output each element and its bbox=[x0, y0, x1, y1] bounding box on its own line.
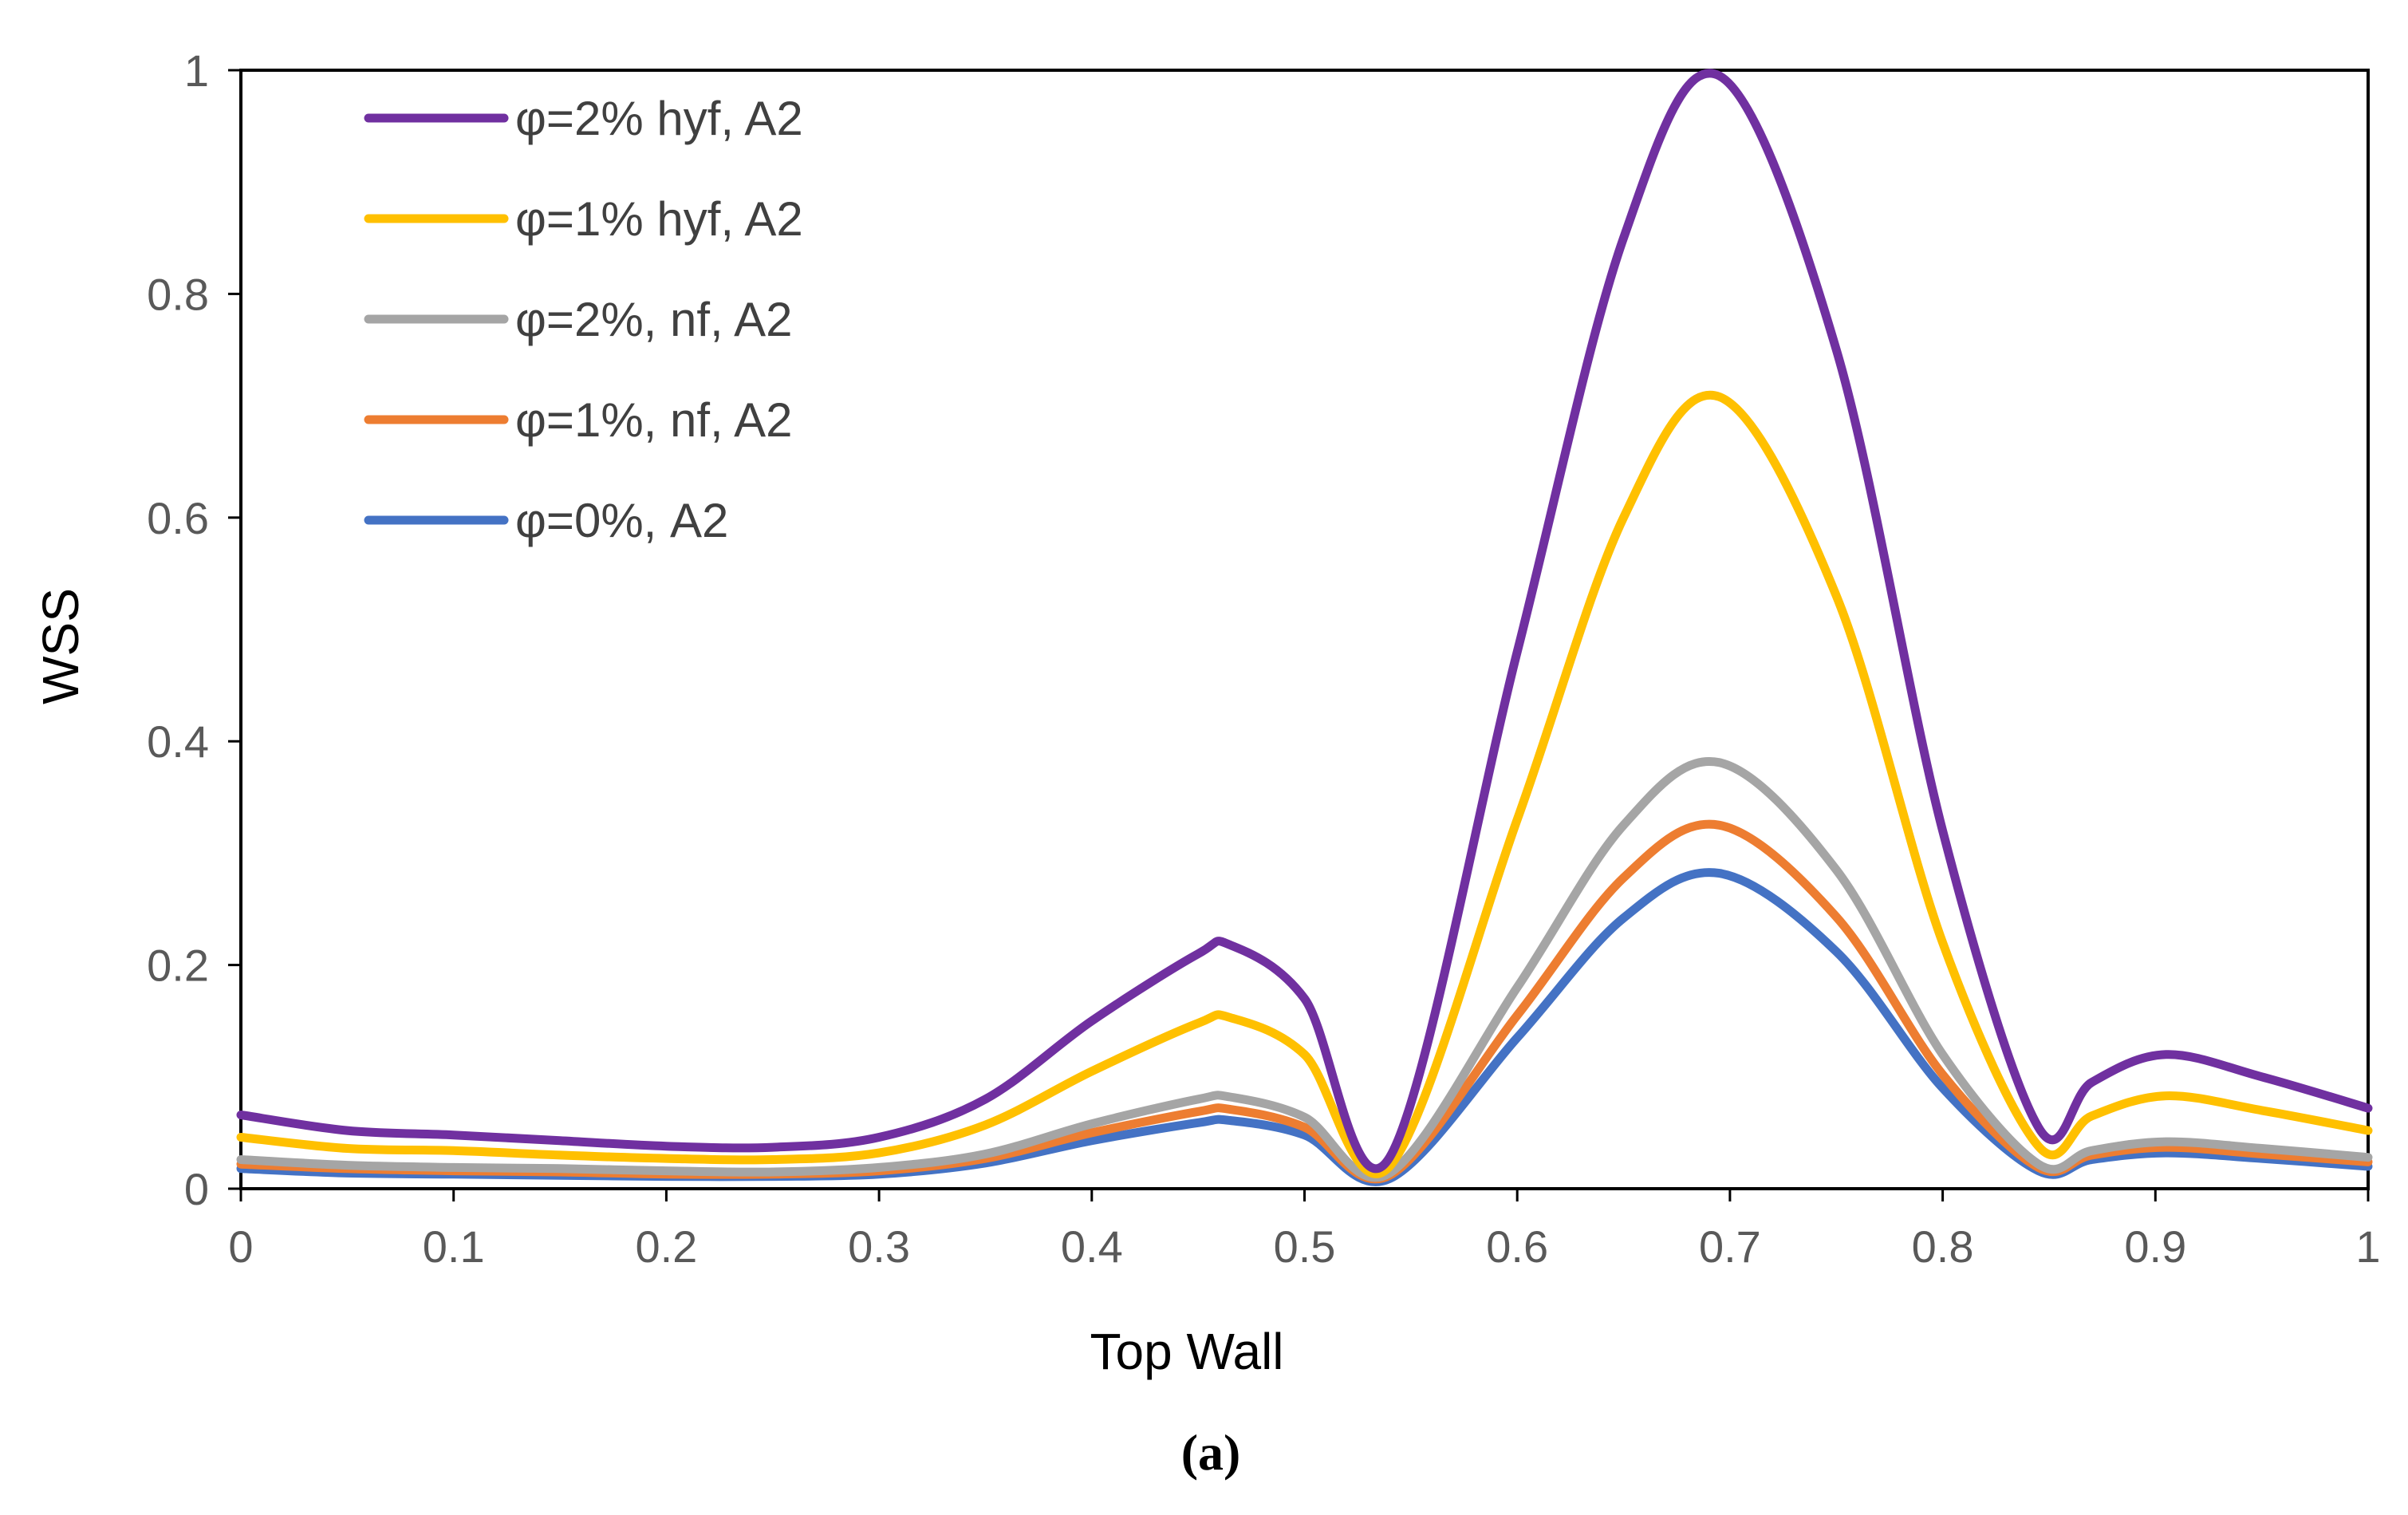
y-tick-label: 0.6 bbox=[147, 493, 209, 543]
legend: φ=2% hyf, A2 φ=1% hyf, A2 φ=2%, nf, A2 φ=1%… bbox=[364, 92, 803, 547]
series-line-2 bbox=[236, 390, 2373, 1178]
y-tick-label: 0.8 bbox=[147, 269, 209, 319]
y-axis-ticks: 0 0.2 0.4 0.6 0.8 1 bbox=[147, 45, 241, 1214]
legend-label: φ=2%, nf, A2 bbox=[515, 293, 792, 346]
x-axis-ticks: 0 0.1 0.2 0.3 0.4 0.5 0.6 0.7 0.8 0.9 1 bbox=[228, 1189, 2381, 1272]
x-tick-label: 0.2 bbox=[635, 1221, 697, 1272]
series-line-3 bbox=[236, 757, 2373, 1182]
x-tick-label: 0.5 bbox=[1274, 1221, 1336, 1272]
x-tick-label: 0.4 bbox=[1061, 1221, 1123, 1272]
y-axis-title: WSS bbox=[32, 588, 89, 704]
x-tick-label: 0.7 bbox=[1699, 1221, 1761, 1272]
x-axis-title: Top Wall bbox=[1090, 1323, 1283, 1380]
x-tick-label: 0.1 bbox=[423, 1221, 485, 1272]
y-tick-label: 0.4 bbox=[147, 716, 209, 767]
x-tick-label: 0.6 bbox=[1486, 1221, 1548, 1272]
legend-label: φ=1%, nf, A2 bbox=[515, 393, 792, 447]
legend-label: φ=1% hyf, A2 bbox=[515, 192, 803, 246]
legend-label: φ=0%, A2 bbox=[515, 494, 728, 547]
figure-caption: (a) bbox=[1181, 1424, 1241, 1481]
y-tick-label: 0.2 bbox=[147, 941, 209, 991]
y-tick-label: 0 bbox=[184, 1164, 209, 1214]
series-layer bbox=[236, 69, 2373, 1186]
x-tick-label: 0 bbox=[228, 1221, 253, 1272]
y-tick-label: 1 bbox=[184, 45, 209, 96]
x-tick-label: 1 bbox=[2355, 1221, 2380, 1272]
series-line-1 bbox=[236, 69, 2373, 1174]
x-tick-label: 0.8 bbox=[1912, 1221, 1974, 1272]
x-tick-label: 0.9 bbox=[2124, 1221, 2186, 1272]
legend-label: φ=2% hyf, A2 bbox=[515, 92, 803, 145]
x-tick-label: 0.3 bbox=[848, 1221, 910, 1272]
